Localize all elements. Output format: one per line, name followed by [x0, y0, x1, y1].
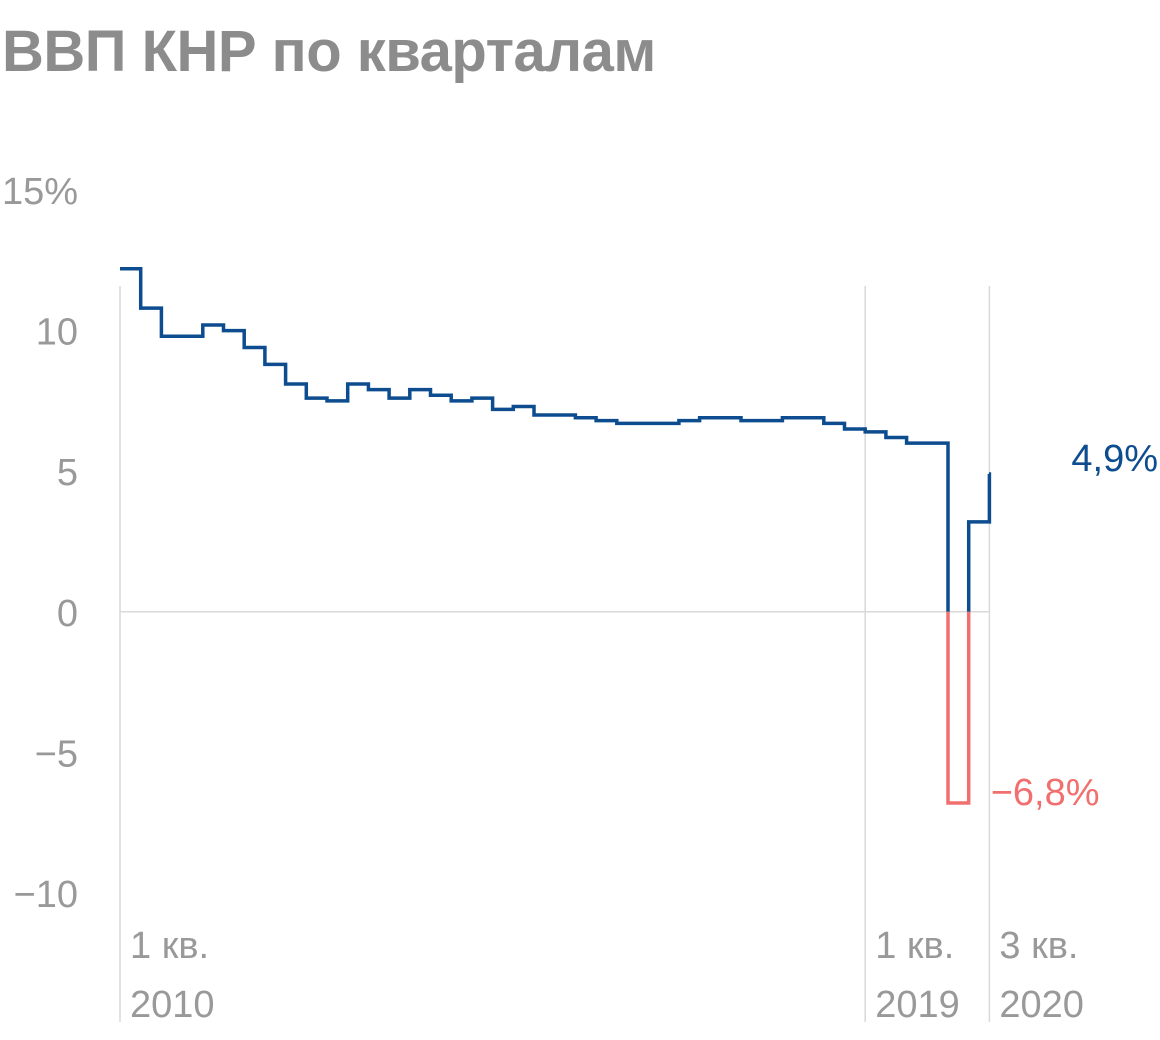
gdp-line-negative: [946, 611, 971, 805]
y-tick-label: −5: [35, 733, 78, 775]
y-axis: 15% 10 5 0 −5 −10: [2, 171, 78, 916]
chart-title: ВВП КНР по кварталам: [2, 19, 656, 84]
x-tick-label: 1 кв.: [875, 925, 954, 967]
x-axis: 1 кв. 2010 1 кв. 2019 3 кв. 2020: [130, 925, 1084, 1026]
x-tick-label: 2019: [875, 984, 960, 1026]
x-tick-label: 1 кв.: [130, 925, 209, 967]
x-tick-label: 2020: [999, 984, 1084, 1026]
y-tick-label: 5: [57, 452, 78, 494]
y-tick-label: 10: [36, 312, 78, 354]
gdp-series: [120, 266, 992, 805]
annotations: 4,9% −6,8%: [991, 438, 1158, 814]
value-label-min: −6,8%: [991, 772, 1100, 814]
y-tick-label: 0: [57, 593, 78, 635]
y-tick-label: −10: [14, 874, 78, 916]
gdp-line-positive: [120, 266, 992, 612]
x-tick-label: 2010: [130, 984, 215, 1026]
x-tick-label: 3 кв.: [999, 925, 1078, 967]
y-tick-label: 15%: [2, 171, 78, 213]
grid-layer: [119, 286, 991, 1022]
value-label-last: 4,9%: [1071, 438, 1158, 480]
